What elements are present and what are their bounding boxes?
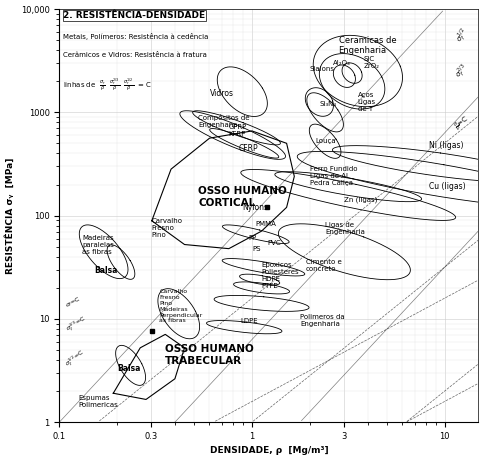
Text: Si₃N₄: Si₃N₄	[319, 101, 336, 107]
Text: linhas de  $\frac{\sigma_r}{\rho}$  $\frac{\sigma_r^{2/3}}{\rho}$  $\frac{\sigma: linhas de $\frac{\sigma_r}{\rho}$ $\frac…	[63, 77, 152, 95]
Text: Al₂O₃: Al₂O₃	[333, 60, 350, 66]
Text: Louça: Louça	[316, 138, 336, 144]
Text: Balsa: Balsa	[117, 364, 140, 373]
Text: Cimento e
concreto: Cimento e concreto	[306, 259, 342, 272]
X-axis label: DENSIDADE, ρ  [Mg/m³]: DENSIDADE, ρ [Mg/m³]	[210, 446, 328, 455]
Text: PS: PS	[252, 246, 260, 252]
Text: Aços
Ligas
de T: Aços Ligas de T	[358, 92, 376, 112]
Text: Epoxicos
Poliesteres
HDPE
PTFE: Epoxicos Poliesteres HDPE PTFE	[261, 262, 299, 289]
Text: Ceramicas de
Engenharia: Ceramicas de Engenharia	[339, 35, 396, 55]
Text: PVC: PVC	[267, 241, 281, 247]
Text: $\sigma_f^{2/3}$=C: $\sigma_f^{2/3}$=C	[63, 314, 89, 336]
Text: Carvalho
Fresno
Pino: Carvalho Fresno Pino	[152, 218, 183, 238]
Text: GFRP
KFRP: GFRP KFRP	[229, 124, 247, 137]
Text: Ni (ligas): Ni (ligas)	[429, 141, 464, 150]
Text: SiC
ZrO₂: SiC ZrO₂	[363, 56, 379, 69]
Text: $\sigma_f^{1/2}$=C: $\sigma_f^{1/2}$=C	[63, 347, 88, 370]
Text: 2. RESISTÊNCIA-DENSIDADE: 2. RESISTÊNCIA-DENSIDADE	[63, 12, 206, 20]
Text: Cu (ligas): Cu (ligas)	[429, 182, 466, 191]
Text: Vidros: Vidros	[210, 89, 234, 98]
Text: CFRP: CFRP	[239, 144, 258, 153]
Text: Cerâmicos e Vidros: Resistência à fratura: Cerâmicos e Vidros: Resistência à fratur…	[63, 53, 207, 59]
Text: Espumas
Polimericas: Espumas Polimericas	[78, 395, 119, 408]
Text: LDPE: LDPE	[241, 318, 258, 324]
Text: Zn (ligas): Zn (ligas)	[345, 197, 378, 203]
Text: $\sigma_f^{2/3}$: $\sigma_f^{2/3}$	[453, 62, 472, 82]
Text: PMMA: PMMA	[256, 221, 277, 227]
Text: OSSO HUMANO
CORTICAL: OSSO HUMANO CORTICAL	[198, 186, 287, 208]
Text: Madeiras
paralelas
às fibras: Madeiras paralelas às fibras	[82, 235, 114, 254]
Text: OSSO HUMANO
TRABECULAR: OSSO HUMANO TRABECULAR	[165, 344, 254, 366]
Text: Polimeros da
Engenharia: Polimeros da Engenharia	[300, 314, 345, 327]
Text: PP: PP	[248, 235, 257, 241]
Text: Ligas de
Engenharia: Ligas de Engenharia	[325, 221, 365, 235]
Text: Metais, Polímeros: Resistência à cedência: Metais, Polímeros: Resistência à cedênci…	[63, 34, 209, 41]
Text: Sialons: Sialons	[310, 66, 335, 72]
Text: Ferro Fundido
Ligas de Al
Pedra Caliça: Ferro Fundido Ligas de Al Pedra Caliça	[310, 166, 357, 186]
Text: Compósitos de
Engenhana: Compósitos de Engenhana	[198, 113, 250, 128]
Text: Nylons: Nylons	[242, 203, 268, 212]
Text: $\sigma_f$=C: $\sigma_f$=C	[63, 294, 82, 310]
Text: Balsa: Balsa	[94, 266, 118, 275]
Text: $\frac{\sigma}{\rho}$=C: $\frac{\sigma}{\rho}$=C	[453, 113, 473, 134]
Text: $\sigma_f^{1/2}$: $\sigma_f^{1/2}$	[453, 25, 471, 45]
Text: Carvalho
Fresno
Pino
Madeiras
Perpendicular
às fibras: Carvalho Fresno Pino Madeiras Perpendicu…	[160, 290, 203, 324]
Y-axis label: RESISTÊNCIA σᵧ  [MPa]: RESISTÊNCIA σᵧ [MPa]	[5, 157, 15, 274]
